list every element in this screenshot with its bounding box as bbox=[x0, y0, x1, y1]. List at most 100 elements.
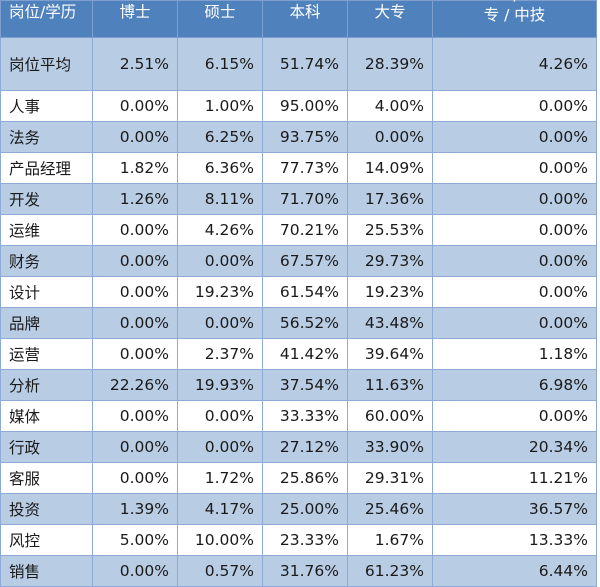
cell-value: 0.00% bbox=[92, 307, 178, 339]
row-label: 岗位平均 bbox=[0, 37, 93, 91]
cell-value: 8.11% bbox=[177, 183, 263, 215]
cell-value: 0.00% bbox=[177, 431, 263, 463]
cell-value: 93.75% bbox=[262, 121, 348, 153]
cell-value: 0.00% bbox=[92, 245, 178, 277]
cell-value: 41.42% bbox=[262, 338, 348, 370]
cell-value: 61.54% bbox=[262, 276, 348, 308]
row-label: 风控 bbox=[0, 524, 93, 556]
header-master: 硕士 bbox=[177, 0, 263, 38]
cell-value: 11.21% bbox=[432, 462, 597, 494]
header-vocational: 中 专 / 中技 bbox=[432, 0, 597, 38]
cell-value: 70.21% bbox=[262, 214, 348, 246]
cell-value: 6.98% bbox=[432, 369, 597, 401]
cell-value: 25.46% bbox=[347, 493, 433, 525]
cell-value: 61.23% bbox=[347, 555, 433, 587]
header-vocational-line1: 中 bbox=[441, 0, 588, 5]
row-label: 设计 bbox=[0, 276, 93, 308]
row-label: 财务 bbox=[0, 245, 93, 277]
header-position-education: 岗位/学历 bbox=[0, 0, 93, 38]
cell-value: 29.73% bbox=[347, 245, 433, 277]
cell-value: 95.00% bbox=[262, 90, 348, 122]
cell-value: 6.44% bbox=[432, 555, 597, 587]
table-row: 行政 0.00% 0.00% 27.12% 33.90% 20.34% bbox=[0, 431, 597, 463]
cell-value: 13.33% bbox=[432, 524, 597, 556]
cell-value: 10.00% bbox=[177, 524, 263, 556]
cell-value: 43.48% bbox=[347, 307, 433, 339]
cell-value: 11.63% bbox=[347, 369, 433, 401]
cell-value: 60.00% bbox=[347, 400, 433, 432]
cell-value: 37.54% bbox=[262, 369, 348, 401]
cell-value: 0.00% bbox=[432, 152, 597, 184]
table-row: 媒体 0.00% 0.00% 33.33% 60.00% 0.00% bbox=[0, 400, 597, 432]
cell-value: 4.00% bbox=[347, 90, 433, 122]
table-row: 运营 0.00% 2.37% 41.42% 39.64% 1.18% bbox=[0, 338, 597, 370]
row-label: 客服 bbox=[0, 462, 93, 494]
cell-value: 0.00% bbox=[432, 307, 597, 339]
cell-value: 0.00% bbox=[92, 555, 178, 587]
table-row: 产品经理 1.82% 6.36% 77.73% 14.09% 0.00% bbox=[0, 152, 597, 184]
cell-value: 0.00% bbox=[92, 214, 178, 246]
cell-value: 0.00% bbox=[432, 276, 597, 308]
row-label: 媒体 bbox=[0, 400, 93, 432]
cell-value: 0.00% bbox=[177, 245, 263, 277]
row-label: 产品经理 bbox=[0, 152, 93, 184]
table-row: 财务 0.00% 0.00% 67.57% 29.73% 0.00% bbox=[0, 245, 597, 277]
cell-value: 0.00% bbox=[177, 307, 263, 339]
table-row: 风控 5.00% 10.00% 23.33% 1.67% 13.33% bbox=[0, 524, 597, 556]
cell-value: 33.90% bbox=[347, 431, 433, 463]
row-label: 人事 bbox=[0, 90, 93, 122]
row-label: 开发 bbox=[0, 183, 93, 215]
table-row: 品牌 0.00% 0.00% 56.52% 43.48% 0.00% bbox=[0, 307, 597, 339]
cell-value: 0.00% bbox=[432, 245, 597, 277]
row-label: 行政 bbox=[0, 431, 93, 463]
cell-value: 4.26% bbox=[432, 37, 597, 91]
cell-value: 39.64% bbox=[347, 338, 433, 370]
cell-value: 2.37% bbox=[177, 338, 263, 370]
row-label: 分析 bbox=[0, 369, 93, 401]
header-bachelor: 本科 bbox=[262, 0, 348, 38]
cell-value: 19.93% bbox=[177, 369, 263, 401]
cell-value: 0.00% bbox=[92, 400, 178, 432]
cell-value: 1.67% bbox=[347, 524, 433, 556]
cell-value: 1.26% bbox=[92, 183, 178, 215]
cell-value: 6.15% bbox=[177, 37, 263, 91]
cell-value: 22.26% bbox=[92, 369, 178, 401]
row-label: 运维 bbox=[0, 214, 93, 246]
cell-value: 17.36% bbox=[347, 183, 433, 215]
header-row: 岗位/学历 博士 硕士 本科 大专 中 专 / 中技 bbox=[0, 0, 597, 38]
cell-value: 19.23% bbox=[347, 276, 433, 308]
header-vocational-line2: 专 / 中技 bbox=[483, 6, 546, 24]
table-row: 运维 0.00% 4.26% 70.21% 25.53% 0.00% bbox=[0, 214, 597, 246]
cell-value: 2.51% bbox=[92, 37, 178, 91]
cell-value: 36.57% bbox=[432, 493, 597, 525]
cell-value: 0.00% bbox=[432, 121, 597, 153]
cell-value: 77.73% bbox=[262, 152, 348, 184]
table-row: 投资 1.39% 4.17% 25.00% 25.46% 36.57% bbox=[0, 493, 597, 525]
cell-value: 71.70% bbox=[262, 183, 348, 215]
row-label: 品牌 bbox=[0, 307, 93, 339]
cell-value: 28.39% bbox=[347, 37, 433, 91]
cell-value: 0.00% bbox=[92, 121, 178, 153]
cell-value: 0.00% bbox=[432, 214, 597, 246]
table-row: 开发 1.26% 8.11% 71.70% 17.36% 0.00% bbox=[0, 183, 597, 215]
cell-value: 33.33% bbox=[262, 400, 348, 432]
cell-value: 4.26% bbox=[177, 214, 263, 246]
cell-value: 6.25% bbox=[177, 121, 263, 153]
cell-value: 67.57% bbox=[262, 245, 348, 277]
cell-value: 0.00% bbox=[347, 121, 433, 153]
cell-value: 1.18% bbox=[432, 338, 597, 370]
row-label: 销售 bbox=[0, 555, 93, 587]
cell-value: 1.82% bbox=[92, 152, 178, 184]
header-college: 大专 bbox=[347, 0, 433, 38]
row-label: 运营 bbox=[0, 338, 93, 370]
table-row: 销售 0.00% 0.57% 31.76% 61.23% 6.44% bbox=[0, 555, 597, 587]
cell-value: 25.86% bbox=[262, 462, 348, 494]
row-label: 法务 bbox=[0, 121, 93, 153]
cell-value: 0.00% bbox=[92, 431, 178, 463]
cell-value: 31.76% bbox=[262, 555, 348, 587]
cell-value: 23.33% bbox=[262, 524, 348, 556]
cell-value: 4.17% bbox=[177, 493, 263, 525]
row-label: 投资 bbox=[0, 493, 93, 525]
cell-value: 0.00% bbox=[432, 183, 597, 215]
